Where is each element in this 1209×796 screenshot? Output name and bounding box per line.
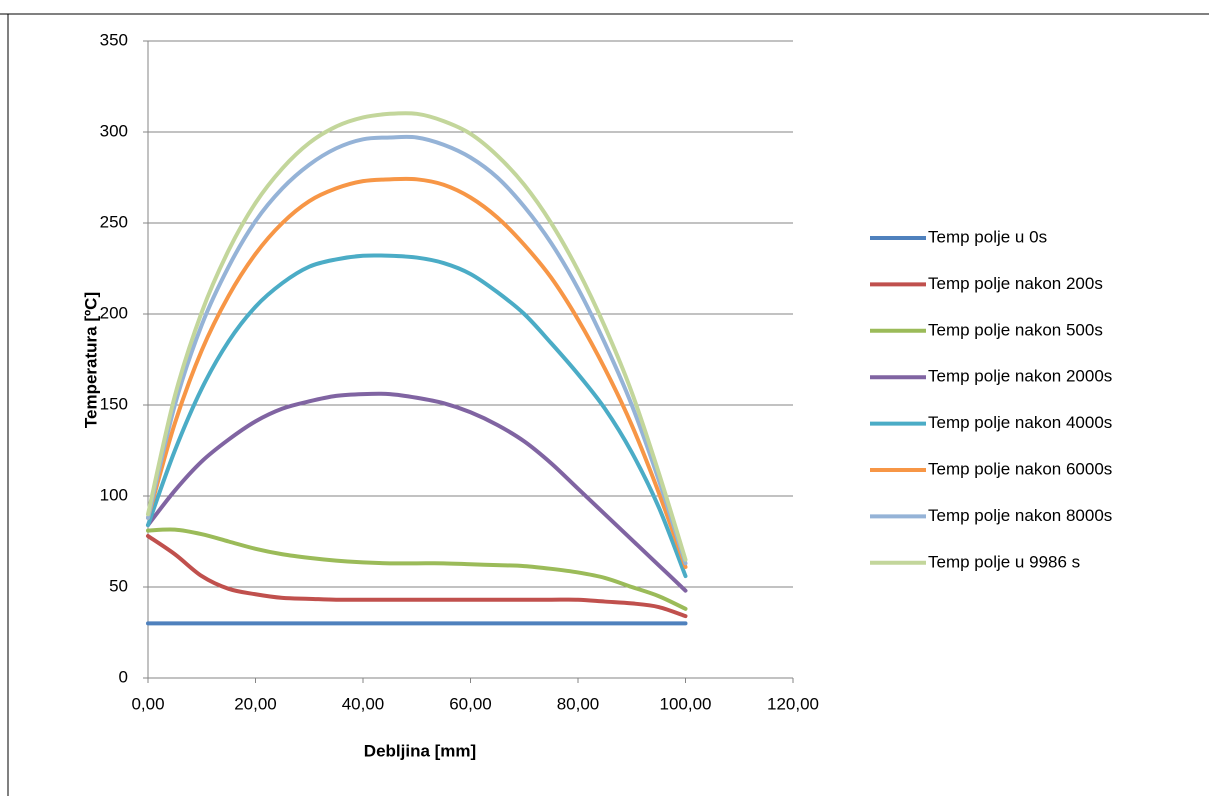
y-tick-label: 250: [100, 212, 128, 231]
x-tick-label: 60,00: [449, 694, 492, 713]
x-tick-label: 120,00: [767, 694, 819, 713]
series-line: [146, 527, 688, 611]
y-tick-label: 350: [100, 30, 128, 49]
legend-label: Temp polje nakon 200s: [928, 274, 1103, 293]
series-line: [146, 534, 688, 619]
series-line: [146, 111, 688, 562]
y-tick-label: 0: [119, 667, 128, 686]
series-line: [146, 134, 688, 566]
legend-label: Temp polje u 0s: [928, 227, 1047, 246]
x-axis-title: Debljina [mm]: [364, 741, 476, 760]
series-line: [146, 253, 688, 579]
legend-label: Temp polje nakon 2000s: [928, 367, 1112, 386]
x-tick-label: 100,00: [660, 694, 712, 713]
series-line: [146, 176, 688, 569]
legend-label: Temp polje nakon 8000s: [928, 506, 1112, 525]
x-tick-label: 40,00: [342, 694, 385, 713]
x-tick-label: 0,00: [131, 694, 164, 713]
series-line: [146, 391, 688, 593]
y-tick-label: 150: [100, 394, 128, 413]
y-tick-label: 50: [109, 576, 128, 595]
x-tick-label: 80,00: [557, 694, 600, 713]
legend-label: Temp polje u 9986 s: [928, 552, 1080, 571]
y-tick-label: 100: [100, 485, 128, 504]
legend-label: Temp polje nakon 6000s: [928, 459, 1112, 478]
x-tick-label: 20,00: [234, 694, 277, 713]
y-axis-title: Temperatura [ºC]: [81, 292, 100, 428]
y-tick-label: 300: [100, 121, 128, 140]
legend-label: Temp polje nakon 4000s: [928, 413, 1112, 432]
y-tick-label: 200: [100, 303, 128, 322]
legend-label: Temp polje nakon 500s: [928, 320, 1103, 339]
